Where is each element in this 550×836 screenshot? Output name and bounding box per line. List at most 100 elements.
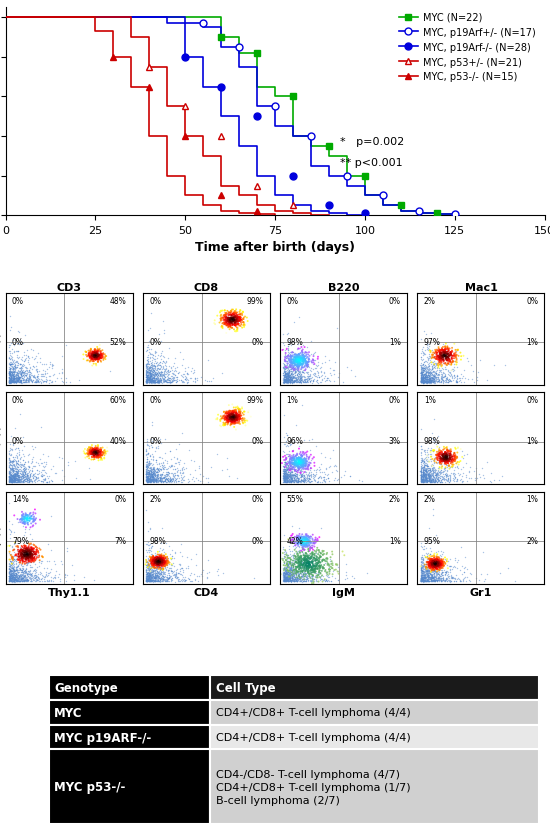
Point — [433, 476, 442, 489]
Point — [23, 474, 31, 487]
Point — [10, 467, 19, 481]
Point — [11, 345, 20, 359]
Point — [156, 568, 164, 581]
Point — [173, 563, 182, 576]
Point — [284, 374, 293, 387]
Point — [315, 463, 324, 477]
Point — [16, 573, 25, 587]
Point — [279, 566, 288, 579]
Point — [303, 374, 312, 387]
Point — [328, 568, 337, 581]
Point — [442, 453, 450, 466]
Point — [455, 474, 464, 487]
Point — [282, 573, 291, 586]
Point — [144, 372, 153, 385]
Point — [28, 475, 36, 488]
Point — [15, 552, 24, 565]
Point — [433, 555, 442, 568]
Point — [292, 355, 300, 369]
Point — [426, 573, 435, 587]
Point — [282, 567, 290, 580]
Point — [417, 372, 426, 385]
Point — [434, 466, 443, 479]
Point — [295, 547, 304, 560]
Point — [13, 473, 21, 487]
Point — [12, 459, 20, 472]
Point — [31, 573, 40, 587]
Point — [286, 568, 295, 582]
Point — [26, 369, 35, 382]
Point — [428, 372, 437, 385]
Point — [8, 474, 17, 487]
Point — [169, 470, 178, 483]
Point — [301, 533, 310, 546]
Point — [9, 471, 18, 484]
Point — [162, 558, 171, 572]
Point — [167, 376, 175, 390]
Point — [141, 470, 150, 483]
Point — [9, 476, 18, 489]
Point — [142, 466, 151, 479]
Point — [13, 372, 22, 385]
Point — [280, 472, 289, 485]
Point — [290, 472, 299, 485]
Point — [10, 471, 19, 484]
Point — [418, 375, 427, 388]
Point — [290, 531, 299, 544]
Point — [11, 369, 20, 382]
Point — [157, 551, 166, 564]
Point — [7, 374, 15, 387]
Point — [301, 533, 310, 546]
Point — [12, 375, 20, 388]
Point — [155, 367, 163, 380]
Point — [142, 569, 151, 583]
Point — [295, 343, 304, 356]
Point — [435, 561, 444, 574]
Point — [161, 375, 169, 389]
Point — [431, 356, 440, 370]
Point — [295, 452, 304, 466]
Point — [289, 454, 298, 467]
Point — [144, 372, 153, 385]
Point — [418, 453, 427, 466]
Point — [419, 469, 427, 482]
Point — [145, 554, 153, 568]
Point — [473, 472, 482, 485]
Point — [424, 568, 432, 582]
Point — [445, 354, 454, 367]
Point — [24, 551, 32, 564]
Point — [440, 458, 449, 472]
Point — [16, 376, 25, 390]
Point — [444, 374, 453, 387]
Point — [290, 375, 299, 389]
Point — [223, 413, 232, 426]
Point — [280, 457, 289, 471]
Point — [235, 411, 244, 425]
Point — [433, 570, 442, 584]
Point — [423, 568, 432, 582]
Point — [150, 574, 158, 588]
Point — [150, 552, 159, 565]
Point — [429, 462, 438, 476]
Point — [16, 546, 25, 559]
Point — [15, 362, 24, 375]
Point — [438, 343, 447, 356]
Point — [304, 563, 312, 576]
Point — [288, 565, 297, 579]
Point — [294, 374, 303, 387]
Point — [146, 473, 155, 487]
Point — [433, 456, 442, 469]
Point — [439, 349, 448, 363]
Point — [309, 537, 318, 550]
Point — [34, 465, 43, 478]
Point — [150, 367, 158, 380]
Point — [6, 572, 15, 585]
Point — [306, 552, 315, 565]
Point — [456, 372, 465, 385]
Point — [23, 509, 31, 522]
Point — [448, 353, 456, 366]
Point — [432, 573, 441, 587]
Point — [421, 328, 430, 341]
Point — [297, 358, 306, 371]
Point — [10, 476, 19, 489]
